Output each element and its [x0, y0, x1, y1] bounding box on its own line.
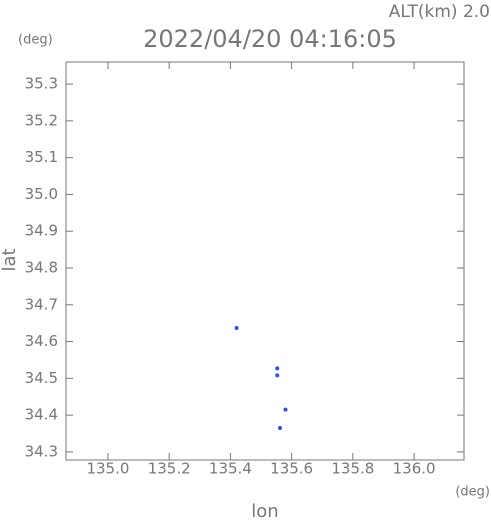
x-unit: (deg) — [455, 485, 490, 500]
point — [278, 425, 283, 430]
y-tick-label: 35.0 — [25, 185, 58, 203]
x-tick-label: 135.2 — [148, 460, 191, 478]
y-tick-label: 34.4 — [25, 406, 58, 424]
x-tick-label: 135.4 — [209, 460, 252, 478]
point — [234, 325, 239, 330]
x-tick-label: 135.0 — [86, 460, 129, 478]
x-axis-label: lon — [251, 501, 278, 521]
plot-frame — [65, 61, 465, 461]
point — [283, 407, 288, 412]
y-tick-label: 34.5 — [25, 369, 58, 387]
chart-title: 2022/04/20 04:16:05 — [143, 25, 397, 53]
y-unit: (deg) — [18, 33, 53, 48]
point — [275, 366, 280, 371]
y-tick-label: 34.8 — [25, 258, 58, 276]
y-tick-label: 35.2 — [25, 111, 58, 129]
x-tick-label: 136.0 — [393, 460, 436, 478]
point — [275, 373, 280, 378]
y-axis-label: lat — [0, 248, 20, 271]
x-tick-label: 135.8 — [331, 460, 374, 478]
y-tick-label: 35.3 — [25, 75, 58, 93]
annotation: ALT(km) 2.0 — [389, 2, 490, 22]
y-tick-label: 34.3 — [25, 442, 58, 460]
x-tick-label: 135.6 — [270, 460, 313, 478]
y-tick-label: 34.7 — [25, 295, 58, 313]
y-tick-label: 34.6 — [25, 332, 58, 350]
y-tick-label: 35.1 — [25, 148, 58, 166]
y-tick-label: 34.9 — [25, 222, 58, 240]
